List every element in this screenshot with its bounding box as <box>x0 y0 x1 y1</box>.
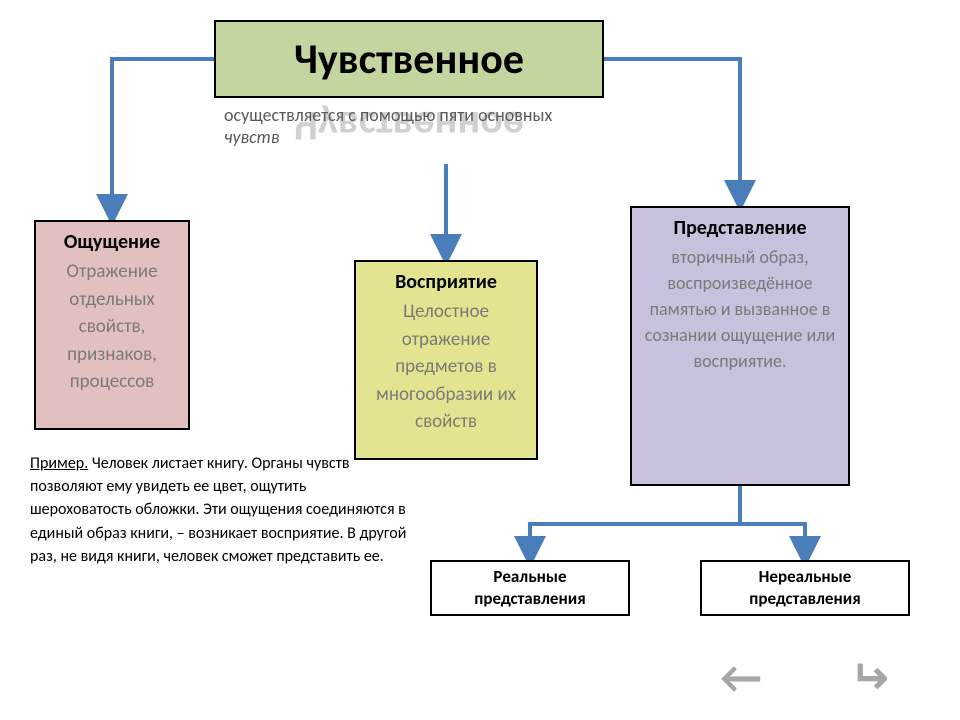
node-perception: Восприятие Целостное отражение предметов… <box>354 260 538 460</box>
node-representation: Представление вторичный образ, воспроизв… <box>630 206 850 486</box>
example-lead: Пример. <box>30 454 88 473</box>
node-representation-body: вторичный образ, воспроизведённое память… <box>638 244 842 374</box>
root-node: Чувственное <box>214 20 604 98</box>
node-real-title: Реальные представления <box>436 566 624 610</box>
node-sensation-title: Ощущение <box>64 230 160 254</box>
subtitle: осуществляется с помощью пяти основных ч… <box>224 104 604 148</box>
node-perception-body: Целостное отражение предметов в многообр… <box>362 298 530 436</box>
subtitle-italic: чувств <box>224 126 279 148</box>
back-arrow-icon[interactable]: ← <box>720 650 762 706</box>
node-perception-title: Восприятие <box>395 270 497 294</box>
connector <box>604 59 740 196</box>
root-title: Чувственное <box>294 34 524 85</box>
back-arrow-glyph: ← <box>720 650 762 706</box>
node-sensation-body: Отражение отдельных свойств, признаков, … <box>42 258 182 396</box>
node-unreal-representations: Нереальные представления <box>700 560 910 616</box>
return-arrow-icon[interactable]: ↵ <box>850 650 889 706</box>
connector <box>530 486 740 552</box>
node-real-representations: Реальные представления <box>430 560 630 616</box>
node-representation-title: Представление <box>673 216 806 240</box>
return-arrow-glyph: ↵ <box>850 650 889 706</box>
node-sensation: Ощущение Отражение отдельных свойств, пр… <box>34 220 190 430</box>
connector <box>112 59 214 210</box>
connector <box>740 486 805 552</box>
subtitle-plain: осуществляется с помощью пяти основных <box>224 104 552 126</box>
example-text: Пример. Человек листает книгу. Органы чу… <box>30 452 410 568</box>
node-unreal-title: Нереальные представления <box>706 566 904 610</box>
